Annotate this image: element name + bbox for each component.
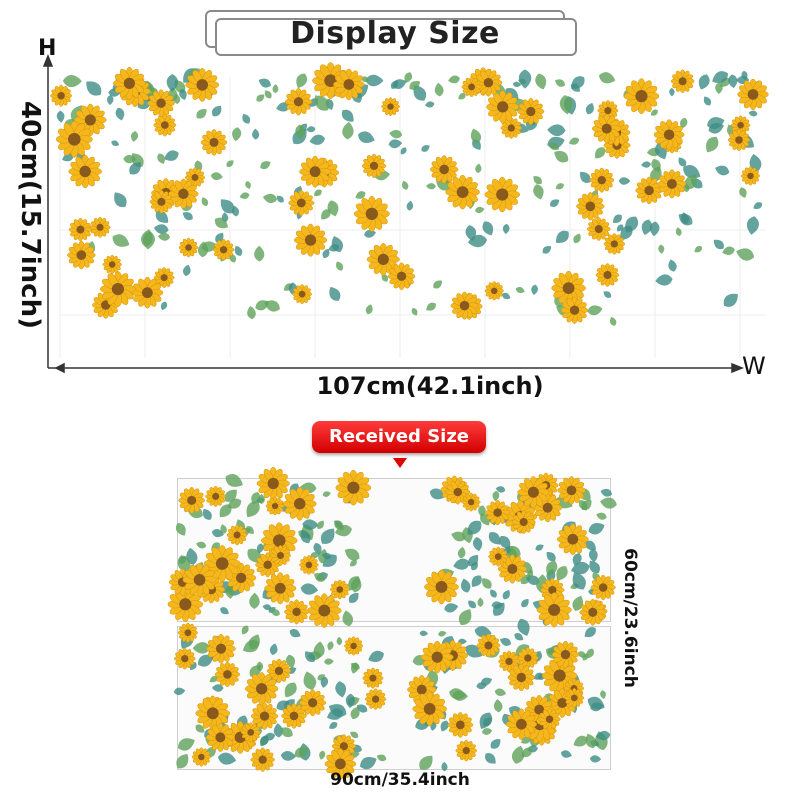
display-sunflower-vines <box>50 62 769 326</box>
received-width-label: 90cm/35.4inch <box>330 770 470 790</box>
display-width-label: 107cm(42.1inch) <box>316 372 544 400</box>
dimension-arrows <box>42 53 745 374</box>
received-sunflower-vines <box>167 466 617 780</box>
page-title: Display Size <box>290 16 500 51</box>
display-grid <box>59 78 765 358</box>
down-arrow-icon <box>393 458 407 468</box>
received-size-badge: Received Size <box>312 421 486 453</box>
height-axis-letter: H <box>38 36 57 61</box>
title-frame: Display Size <box>205 10 577 56</box>
received-height-label: 60cm/23.6inch <box>620 548 640 688</box>
width-axis-letter: W <box>742 352 766 380</box>
received-size-text: Received Size <box>328 426 470 447</box>
